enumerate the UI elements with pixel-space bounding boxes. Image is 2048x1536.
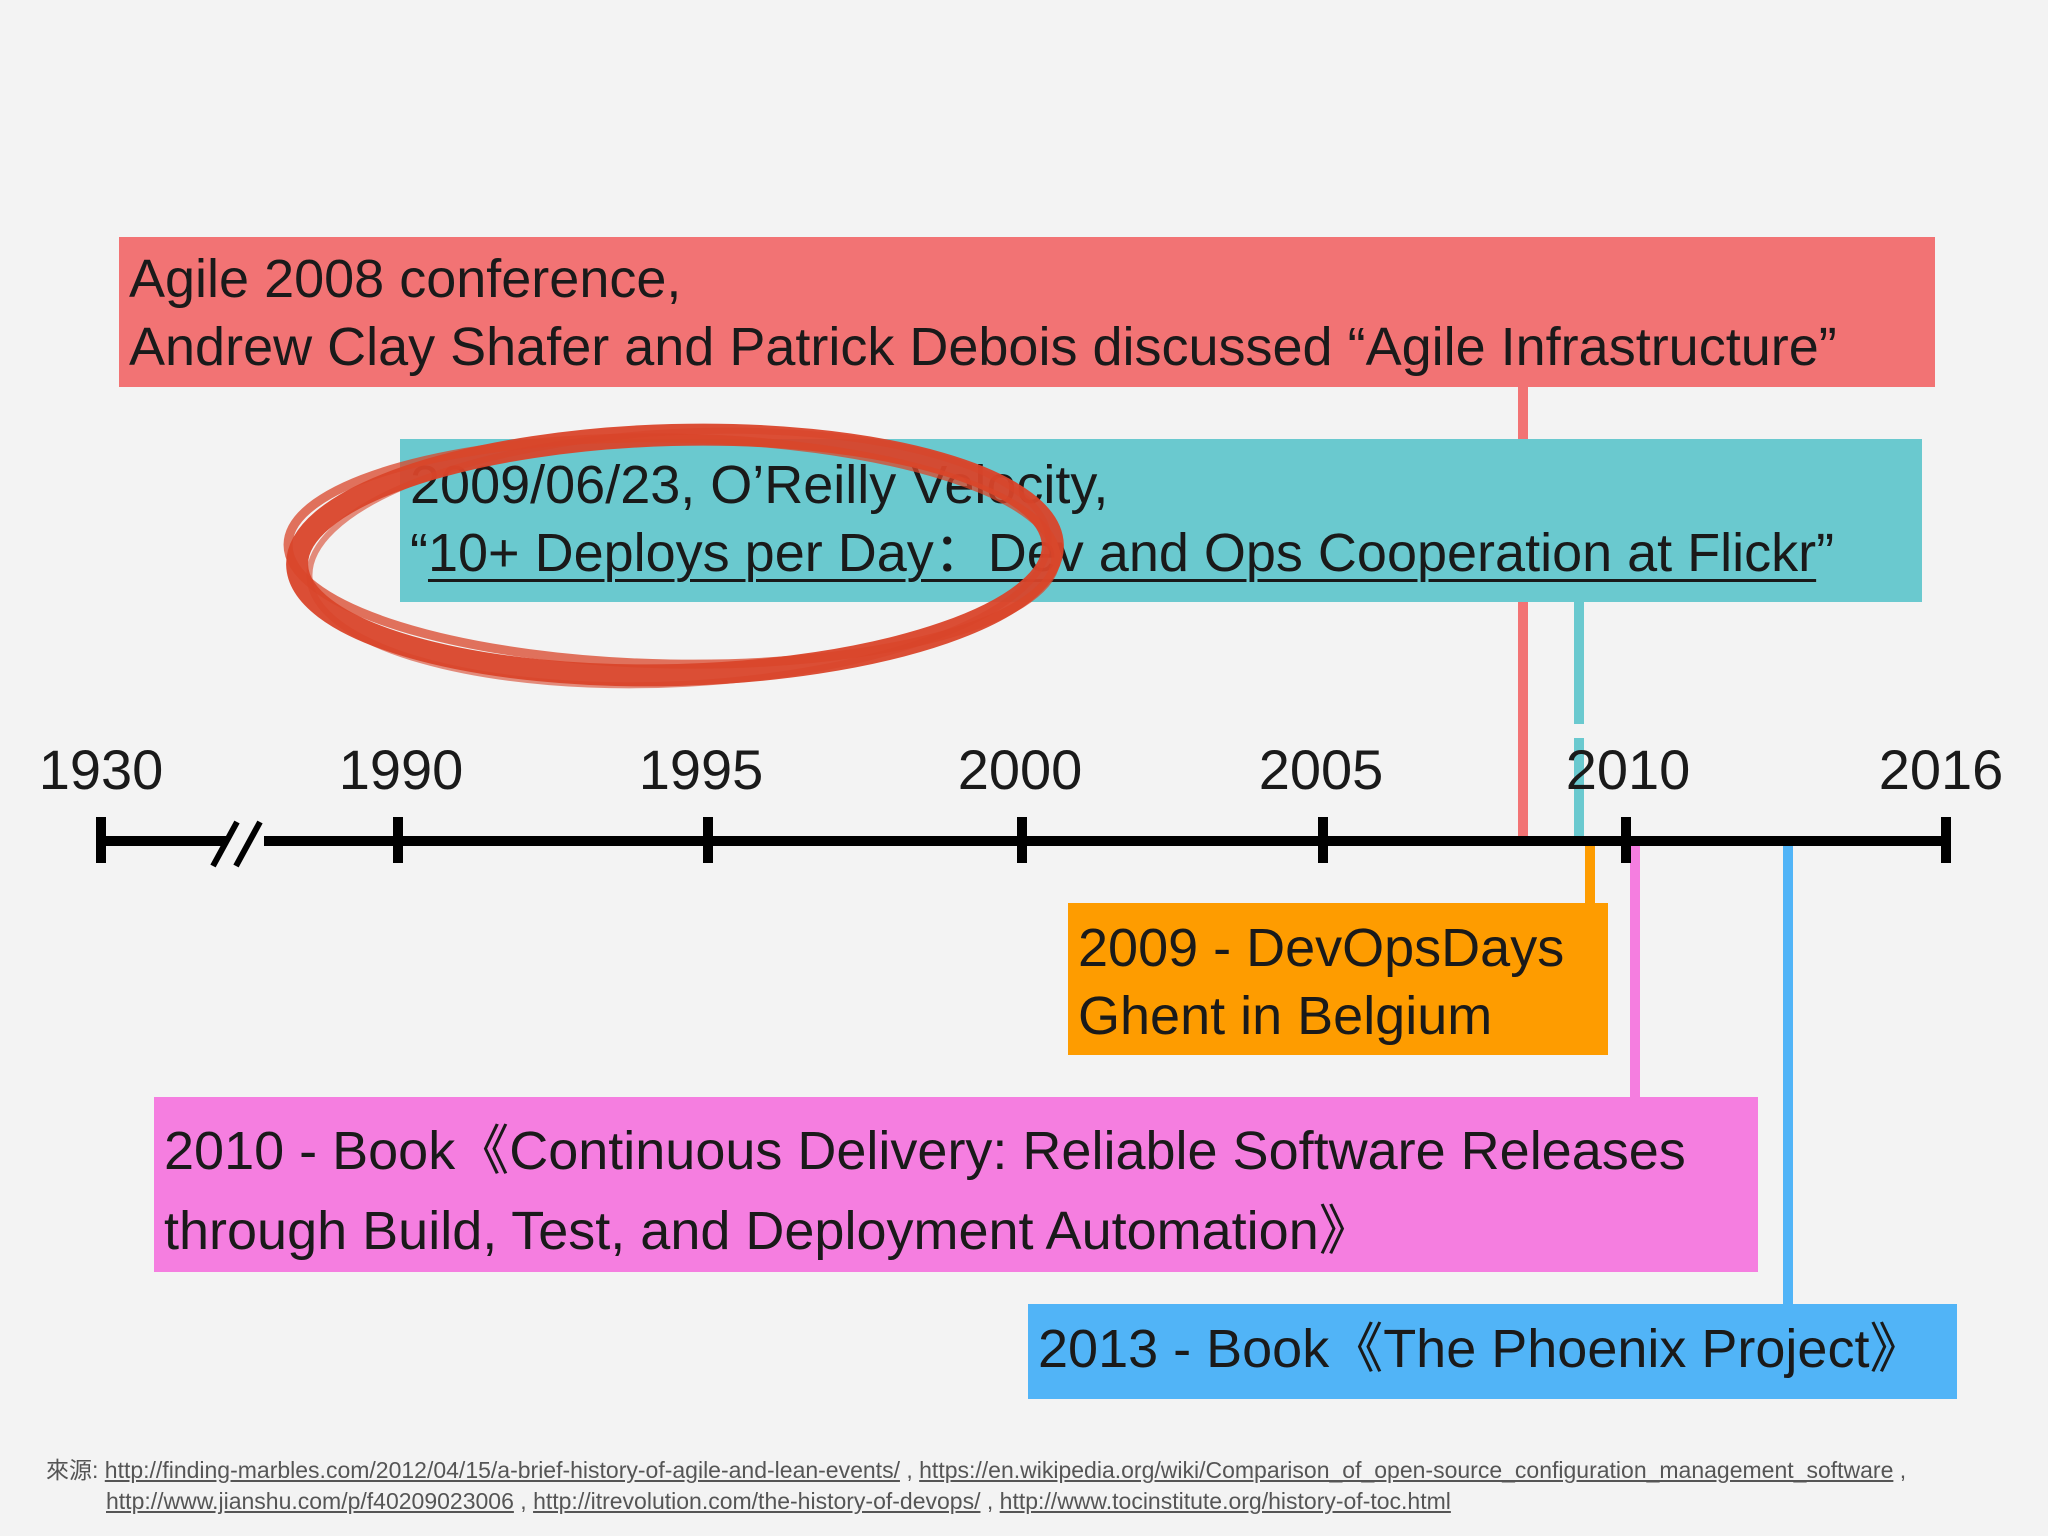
- event-devopsdays-2009-line1: 2009 - DevOpsDays: [1078, 918, 1565, 978]
- event-cd-book-2010: 2010 - Book《Continuous Delivery: Reliabl…: [154, 1097, 1758, 1272]
- talk-title-link[interactable]: 10+ Deploys per Day：Dev and Ops Cooperat…: [427, 523, 1817, 583]
- source-link-itrevolution[interactable]: http://itrevolution.com/the-history-of-d…: [533, 1488, 981, 1514]
- tick-2016: [1941, 817, 1951, 863]
- sources-separator: ,: [520, 1488, 527, 1514]
- year-label-2000: 2000: [957, 738, 1083, 801]
- year-label-1990: 1990: [338, 738, 464, 801]
- source-link-wikipedia[interactable]: https://en.wikipedia.org/wiki/Comparison…: [919, 1457, 1894, 1483]
- connector-agile-2008: [1518, 385, 1528, 842]
- event-agile-2008-line1: Agile 2008 conference,: [129, 249, 682, 309]
- event-phoenix-2013-line1: 2013 - Book《The Phoenix Project》: [1038, 1319, 1924, 1379]
- sources-line2: http://www.jianshu.com/p/f40209023006 , …: [46, 1486, 1906, 1517]
- event-cd-book-2010-line1: 2010 - Book《Continuous Delivery: Reliabl…: [164, 1121, 1686, 1181]
- source-link-jianshu[interactable]: http://www.jianshu.com/p/f40209023006: [106, 1488, 514, 1514]
- year-label-2010: 2010: [1565, 738, 1691, 801]
- connector-velocity-2009: [1574, 600, 1584, 842]
- event-agile-2008-line2: Andrew Clay Shafer and Patrick Debois di…: [129, 317, 1837, 377]
- event-velocity-2009: 2009/06/23, O’Reilly Velocity, “10+ Depl…: [400, 439, 1922, 602]
- connector-devopsdays-2009: [1585, 842, 1595, 904]
- tick-2000: [1017, 817, 1027, 863]
- open-quote: “: [410, 523, 428, 583]
- year-label-1995: 1995: [638, 738, 764, 801]
- timeline-axis: [96, 817, 1951, 868]
- event-devopsdays-2009: 2009 - DevOpsDays Ghent in Belgium: [1068, 903, 1608, 1055]
- connector-velocity-2009-gap: [1574, 724, 1584, 738]
- source-link-tocinstitute[interactable]: http://www.tocinstitute.org/history-of-t…: [999, 1488, 1451, 1514]
- event-agile-2008: Agile 2008 conference, Andrew Clay Shafe…: [119, 237, 1935, 387]
- source-link-finding-marbles[interactable]: http://finding-marbles.com/2012/04/15/a-…: [104, 1457, 900, 1483]
- sources-separator: ,: [986, 1488, 994, 1514]
- tick-1995: [703, 817, 713, 863]
- year-label-1930: 1930: [38, 738, 164, 801]
- axis-break-mark: [210, 820, 264, 868]
- sources-footer: 來源: http://finding-marbles.com/2012/04/1…: [46, 1455, 1906, 1517]
- connector-cd-book-2010: [1630, 842, 1640, 1098]
- sources-label: 來源:: [46, 1457, 99, 1483]
- event-velocity-2009-line2: “10+ Deploys per Day：Dev and Ops Coopera…: [410, 519, 1912, 587]
- tick-1930: [96, 817, 106, 863]
- tick-2005: [1318, 817, 1328, 863]
- sources-separator: ,: [1899, 1457, 1907, 1483]
- connector-phoenix-2013: [1783, 842, 1793, 1305]
- event-phoenix-2013: 2013 - Book《The Phoenix Project》: [1028, 1304, 1957, 1399]
- tick-2010: [1621, 817, 1631, 863]
- sources-separator: ,: [906, 1457, 913, 1483]
- year-label-2005: 2005: [1258, 738, 1384, 801]
- close-quote: ”: [1816, 523, 1835, 583]
- event-devopsdays-2009-line2: Ghent in Belgium: [1078, 986, 1493, 1046]
- year-label-2016: 2016: [1878, 738, 2004, 801]
- event-cd-book-2010-line2: through Build, Test, and Deployment Auto…: [164, 1201, 1373, 1261]
- tick-1990: [393, 817, 403, 863]
